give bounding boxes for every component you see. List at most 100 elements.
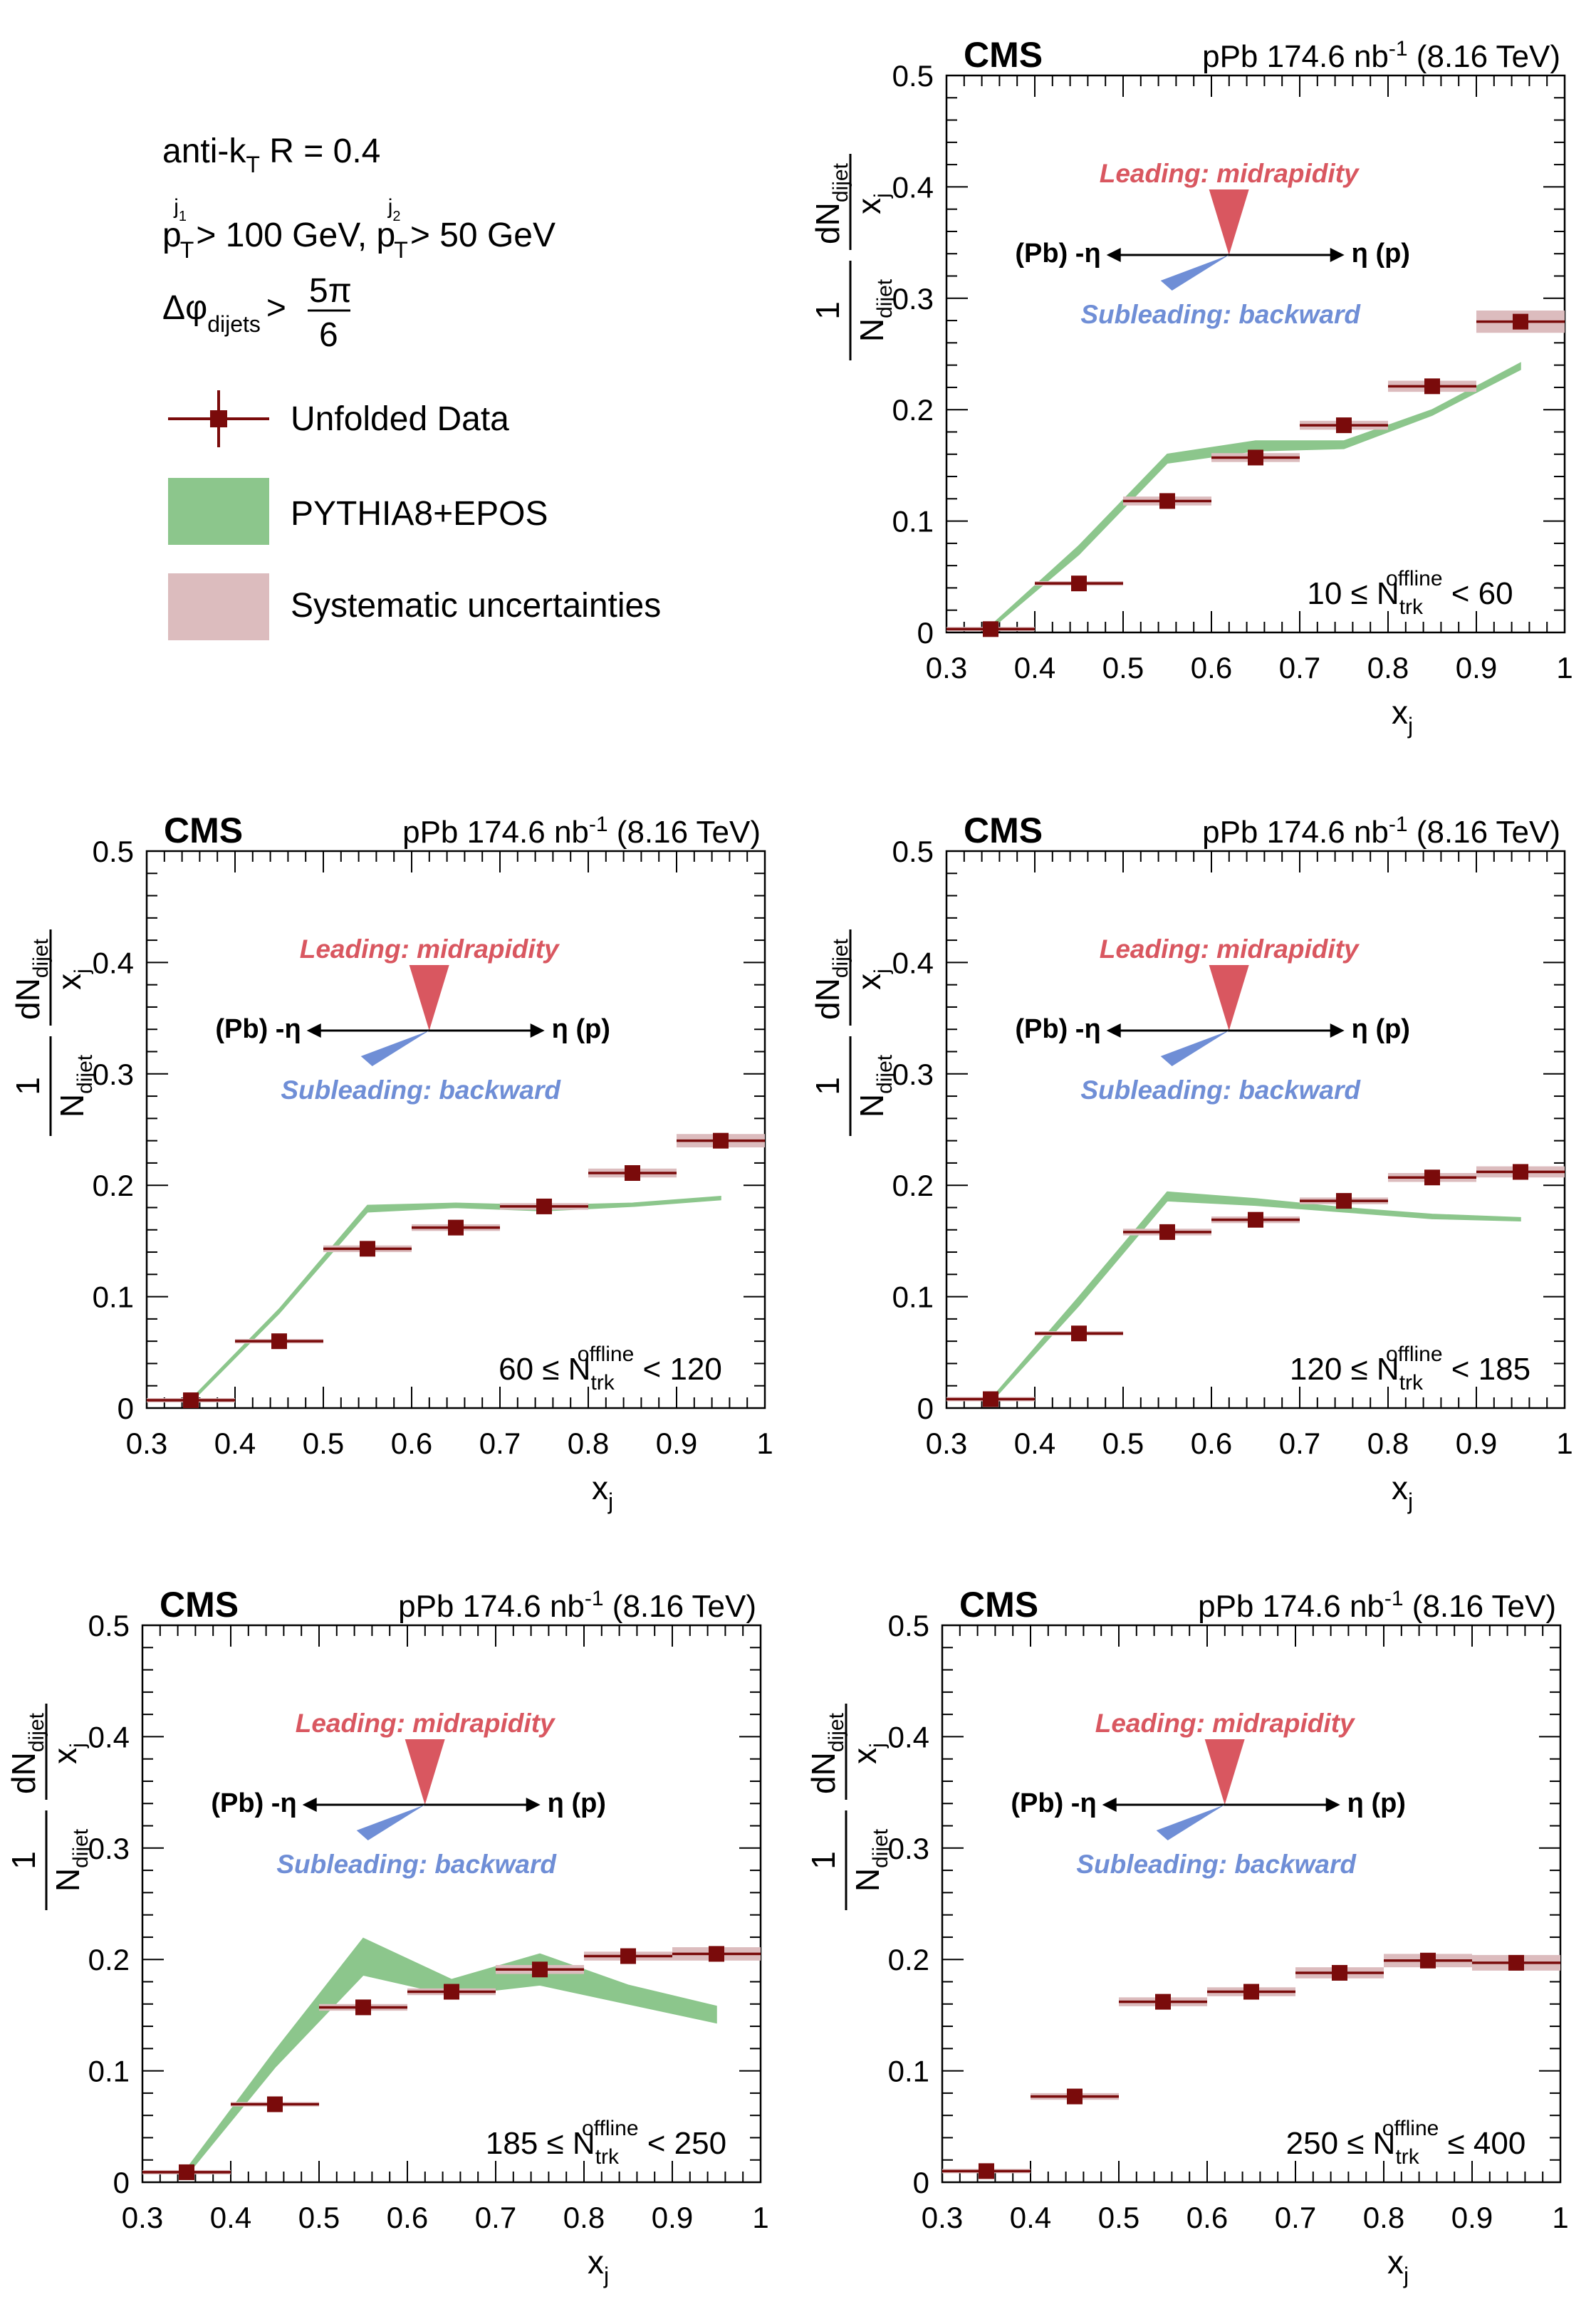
leading-jet-cone (405, 1739, 445, 1805)
x-axis-title-sub: j (603, 2263, 609, 2288)
y-axis-dijet: dijet (869, 1828, 892, 1868)
x-tick-label: 0.9 (1451, 2201, 1493, 2234)
legend-pt-cut: pTj1 > 100 GeV, pTj2 > 50 GeV (162, 195, 556, 263)
panel-ntrk-185-250: 0.3 0.4 0.5 0.6 0.7 0.8 0.9 100.10.20.30.40.5xj… (5, 1585, 769, 2288)
arrow-head-right (530, 1023, 545, 1038)
y-axis-j: j (66, 1743, 90, 1748)
data-point (709, 1946, 724, 1962)
x-axis-title-main: x (592, 1469, 608, 1506)
y-tick-label: 0.3 (892, 282, 934, 316)
cms-label: CMS (959, 1585, 1038, 1625)
lumi-energy: (8.16 TeV) (1408, 815, 1560, 850)
y-axis-dijet: dijet (873, 278, 897, 318)
y-tick-label: 0.2 (892, 393, 934, 427)
data-point (1071, 1325, 1087, 1342)
subleading-label: Subleading: backward (1080, 1075, 1361, 1105)
data-point (1071, 575, 1087, 592)
legend-dphi-cut: Δφdijets > 5π 6 (162, 272, 352, 354)
lumi-energy: (8.16 TeV) (604, 1589, 756, 1624)
subleading-jet-cone (356, 1805, 425, 1840)
lumi-sup: -1 (1389, 37, 1408, 61)
plot-frame (145, 850, 766, 1409)
x-tick-label: 0.4 (1014, 651, 1055, 684)
x-tick-label: 0.7 (475, 2201, 516, 2234)
x-axis-title-main: x (1392, 1469, 1408, 1506)
x-tick-label: 0.6 (387, 2201, 428, 2234)
data-point (1424, 1169, 1440, 1186)
data-point (1159, 1224, 1175, 1240)
y-tick-label: 0.1 (892, 1281, 934, 1314)
y-tick-label: 0.2 (93, 1169, 134, 1202)
y-axis-dijet: dijet (73, 1054, 97, 1094)
panel-ntrk-120-185: 0.3 0.4 0.5 0.6 0.7 0.8 0.9 100.10.20.30.40.5xj… (809, 811, 1573, 1514)
y-axis-N: N (849, 1868, 886, 1892)
lumi-text: pPb 174.6 nb (398, 1589, 585, 1624)
data-point (983, 1391, 998, 1407)
x-tick-label: 1 (756, 1427, 773, 1460)
bin-label-sup: offline (1382, 2117, 1439, 2140)
data-point (1424, 378, 1440, 395)
lumi-energy: (8.16 TeV) (608, 815, 761, 850)
y-tick-label: 0.1 (93, 1281, 134, 1314)
x-axis-title: xj (592, 1469, 613, 1514)
x-tick-label: 0.3 (122, 2201, 163, 2234)
y-axis-dn: dNdijet (809, 162, 852, 244)
x-axis-title-main: x (1392, 694, 1408, 731)
bin-label-tail: < 185 (1443, 1352, 1531, 1387)
lumi-energy: (8.16 TeV) (1408, 39, 1560, 74)
y-axis-dn: dNdijet (9, 938, 53, 1020)
lumi-sup: -1 (585, 1587, 604, 1610)
bin-label-sup: offline (582, 2117, 639, 2140)
subleading-label: Subleading: backward (1080, 300, 1361, 329)
lumi-sup: -1 (1389, 813, 1408, 836)
plot-frame (141, 1624, 762, 2184)
arrow-head-left (1106, 1023, 1121, 1038)
x-tick-label: 1 (1556, 651, 1572, 684)
x-axis-title-main: x (1387, 2243, 1404, 2281)
leading-label: Leading: midrapidity (1100, 159, 1360, 188)
x-tick-label: 0.6 (1186, 2201, 1228, 2234)
mc-band (186, 1937, 717, 2177)
eta-left-label: (Pb) -η (1011, 1788, 1096, 1818)
bin-label-main: 10 ≤ N (1307, 576, 1399, 611)
x-tick-label: 0.3 (926, 1427, 967, 1460)
multiplicity-bin-label: 250 ≤ Ntrk offline ≤ 400 (1286, 2117, 1526, 2169)
x-tick-label: 1 (752, 2201, 768, 2234)
leading-jet-cone (1209, 965, 1249, 1031)
multiplicity-bin-label: 10 ≤ Ntrk offline < 60 (1307, 567, 1513, 619)
eta-right-label: η (p) (1352, 239, 1410, 269)
y-tick-label: 0.1 (88, 2055, 130, 2088)
y-axis-dijet-2: dijet (25, 1712, 48, 1752)
y-axis-xj: xj (51, 969, 94, 990)
x-axis-title-sub: j (1407, 1489, 1413, 1514)
lumi-text: pPb 174.6 nb (402, 815, 589, 850)
dphi-numerator: 5π (309, 272, 352, 310)
bin-label-tail: < 120 (634, 1352, 722, 1387)
lumi-label: pPb 174.6 nb-1 (8.16 TeV) (1198, 1587, 1556, 1624)
y-tick-label: 0.4 (888, 1720, 929, 1753)
bin-label-main: 250 ≤ N (1286, 2126, 1396, 2161)
x-tick-label: 0.8 (568, 1427, 609, 1460)
arrow-head-left (1106, 248, 1121, 262)
multiplicity-bin-label: 185 ≤ Ntrk offline < 250 (486, 2117, 726, 2169)
x-tick-label: 0.8 (1367, 1427, 1409, 1460)
bin-label-sup: offline (1386, 1343, 1443, 1366)
data-point (1508, 1954, 1524, 1971)
eta-right-label: η (p) (1347, 1788, 1406, 1818)
y-axis-dN: dN (805, 1752, 842, 1794)
data-point (1159, 493, 1175, 509)
y-axis-ndijet: Ndijet (49, 1828, 93, 1892)
lumi-label: pPb 174.6 nb-1 (8.16 TeV) (402, 813, 761, 850)
y-axis-dn: dNdijet (805, 1712, 848, 1794)
y-axis-dijet-2: dijet (825, 1712, 848, 1752)
eta-right-label: η (p) (1352, 1014, 1410, 1044)
data-point (1420, 1952, 1436, 1969)
x-tick-label: 0.3 (922, 2201, 963, 2234)
legend-entry-data: Unfolded Data (168, 390, 509, 447)
y-axis-j: j (870, 193, 894, 199)
x-tick-label: 0.9 (652, 2201, 693, 2234)
subleading-jet-cone (360, 1031, 429, 1066)
y-axis-x: x (850, 974, 887, 990)
leading-jet-cone (409, 965, 449, 1031)
